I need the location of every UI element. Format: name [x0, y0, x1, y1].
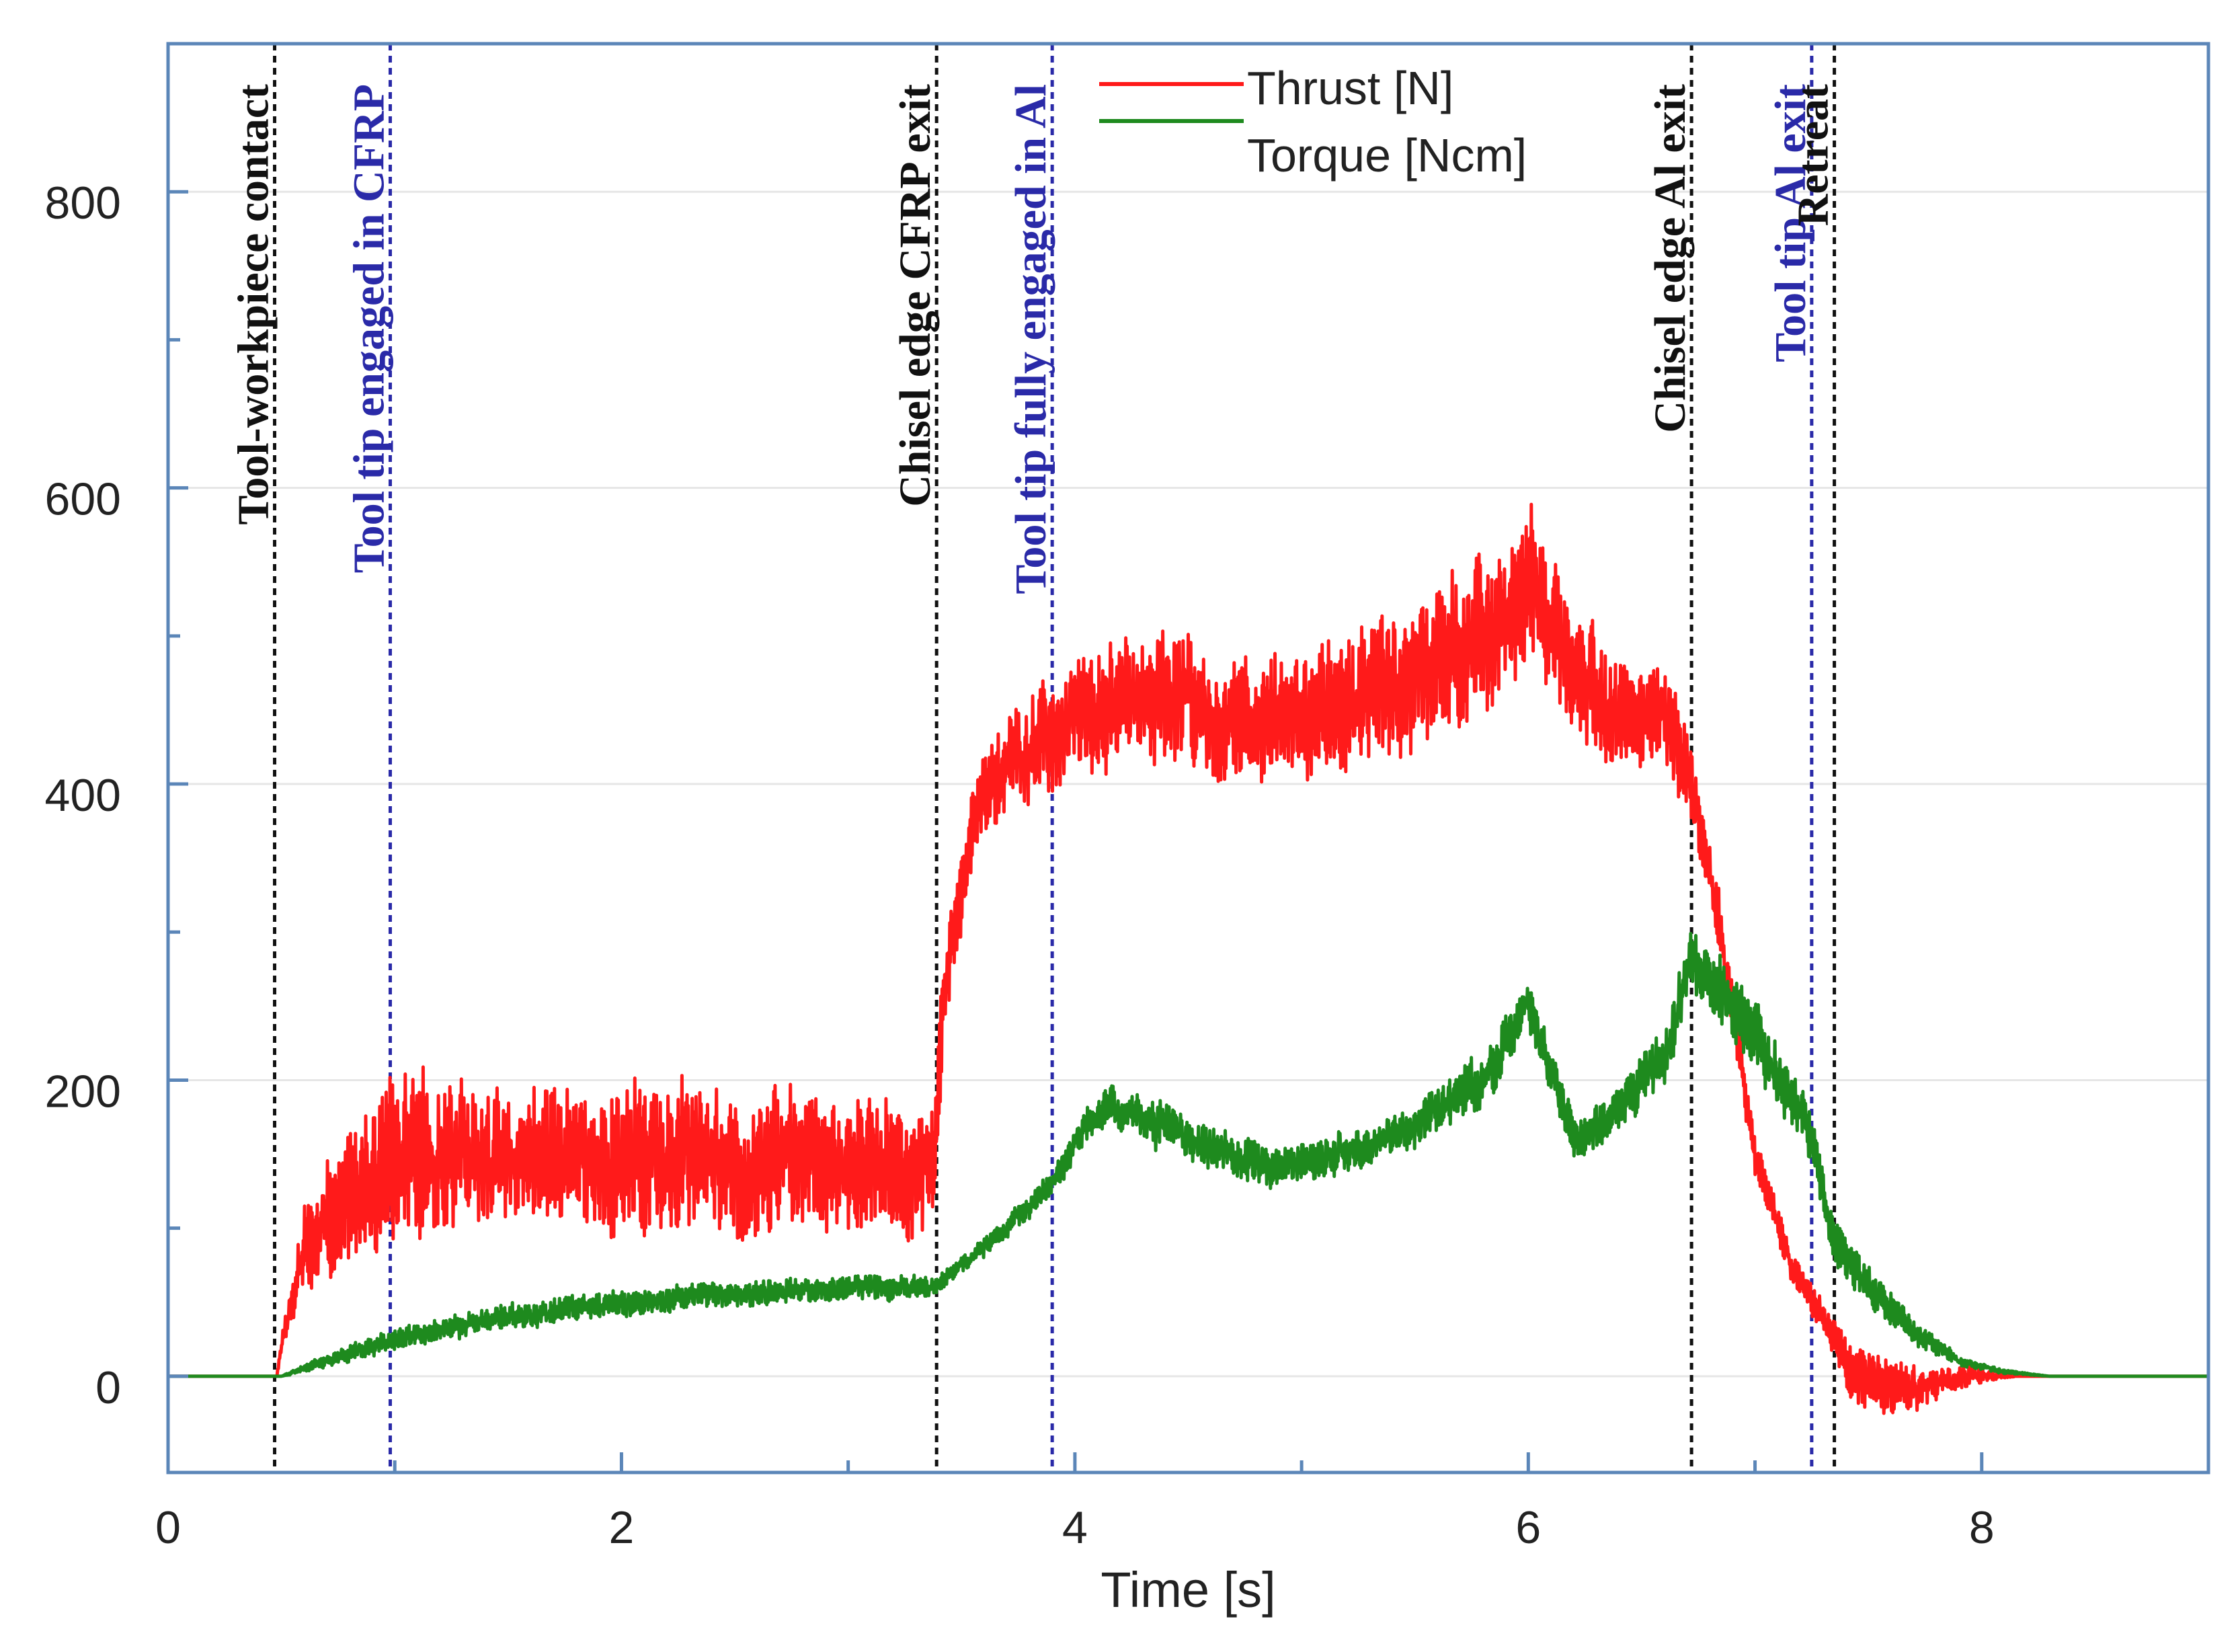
event-marker-label: Chisel edge CFRP exit	[891, 84, 940, 507]
chart-figure: Tool-workpiece contact Tool tip engaged i…	[0, 0, 2238, 1652]
event-marker-label: Retreat	[1789, 84, 1838, 226]
event-marker-label: Chisel edge Al exit	[1646, 84, 1695, 433]
x-tick-label: 4	[1062, 1502, 1088, 1553]
y-tick-label: 800	[45, 178, 121, 229]
x-tick-label: 6	[1515, 1502, 1541, 1553]
x-tick-label: 8	[1969, 1502, 1995, 1553]
legend-torque-label: Torque [Ncm]	[1247, 129, 1527, 182]
y-tick-label: 400	[45, 770, 121, 821]
x-axis-label: Time [s]	[1101, 1562, 1275, 1618]
y-tick-label: 600	[45, 474, 121, 525]
x-tick-label: 2	[609, 1502, 635, 1553]
x-tick-label: 0	[155, 1502, 181, 1553]
event-marker-label: Tool tip fully engaged in Al	[1006, 84, 1055, 594]
event-marker-label: Tool-workpiece contact	[229, 84, 278, 525]
y-tick-label: 0	[95, 1362, 121, 1413]
event-marker-label: Tool tip engaged in CFRP	[344, 84, 393, 573]
y-tick-label: 200	[45, 1066, 121, 1117]
legend-thrust-label: Thrust [N]	[1247, 62, 1453, 114]
chart-background	[0, 0, 2238, 1652]
